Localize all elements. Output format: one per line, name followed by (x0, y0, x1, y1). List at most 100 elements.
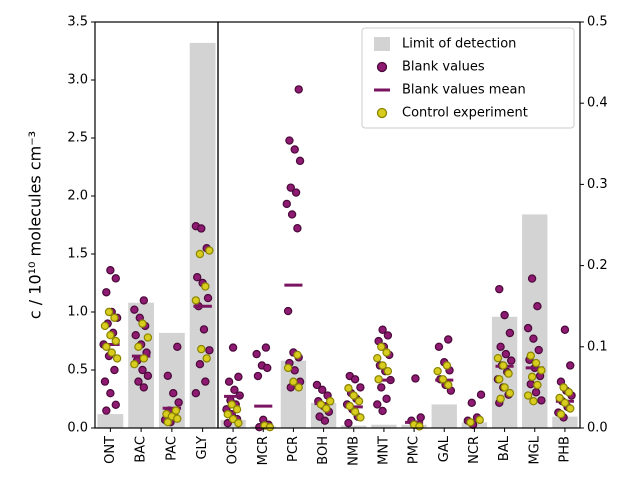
data-point (556, 409, 566, 419)
y-tick-label: 0.4 (587, 96, 608, 111)
data-point (294, 383, 303, 392)
data-point (523, 323, 533, 333)
data-point (495, 375, 504, 384)
data-point (537, 366, 546, 375)
data-point (527, 274, 537, 283)
lod-bar (189, 42, 216, 428)
data-point (507, 356, 516, 365)
data-point (138, 365, 147, 375)
y-tick-label: 0.3 (587, 177, 608, 192)
data-point (111, 400, 120, 409)
data-point (500, 383, 509, 392)
data-point (373, 353, 382, 363)
data-point (377, 342, 386, 351)
data-point (106, 266, 115, 275)
data-point (378, 361, 387, 370)
data-point (143, 333, 153, 342)
data-point (566, 361, 575, 370)
data-point (295, 156, 305, 166)
data-point (100, 321, 110, 331)
data-point (282, 199, 291, 209)
data-point (193, 273, 202, 282)
data-point (139, 383, 149, 392)
legend-label: Blank values (402, 60, 485, 75)
data-point (345, 401, 354, 411)
data-point (106, 389, 115, 398)
data-point (496, 394, 505, 403)
y-tick-label: 1.0 (67, 305, 88, 320)
legend-label: Limit of detection (402, 37, 516, 52)
data-point (139, 296, 149, 305)
lod-bar (552, 416, 578, 428)
data-point (110, 313, 119, 322)
x-tick-label: BOH (316, 436, 331, 465)
x-tick-label: PCR (286, 436, 301, 462)
data-point (559, 383, 568, 392)
data-point (356, 413, 365, 422)
data-point (203, 293, 213, 303)
data-point (475, 415, 484, 425)
data-point (265, 422, 275, 432)
data-point (312, 380, 322, 390)
data-point (201, 377, 210, 386)
data-point (199, 325, 209, 334)
data-point (344, 418, 353, 428)
data-point (529, 334, 538, 343)
data-point (564, 388, 574, 397)
data-point (505, 388, 515, 398)
data-point (444, 335, 453, 344)
data-point (434, 342, 444, 351)
y-tick-label: 2.5 (67, 131, 88, 146)
data-point (383, 331, 393, 340)
data-point (293, 350, 302, 360)
y-axis-label: c / 10¹⁰ molecules cm⁻³ (26, 131, 45, 319)
data-point (234, 418, 243, 428)
data-point (171, 406, 181, 415)
data-point (205, 346, 214, 355)
data-point (234, 372, 243, 382)
data-point (523, 391, 533, 400)
data-point (496, 342, 505, 351)
data-point (326, 397, 335, 406)
data-point (130, 360, 139, 369)
data-point (223, 409, 232, 419)
data-point (104, 307, 114, 317)
data-point (566, 404, 575, 413)
data-point (501, 349, 511, 359)
data-point (232, 405, 242, 414)
y-tick-label: 2.0 (67, 189, 88, 204)
data-point (476, 390, 486, 399)
data-point (377, 383, 386, 392)
lod-bar (97, 414, 124, 428)
data-point (350, 407, 360, 416)
x-tick-label: MNT (376, 436, 391, 465)
x-tick-label: GLY (195, 436, 210, 460)
data-point (202, 354, 211, 363)
lod-bar (220, 419, 246, 428)
data-point (416, 413, 425, 422)
data-point (526, 351, 535, 360)
y-tick-label: 1.5 (67, 247, 88, 262)
data-point (112, 354, 122, 363)
y-tick-label: 0.5 (587, 15, 608, 30)
data-point (356, 383, 365, 392)
data-point (285, 136, 294, 145)
data-point (110, 365, 119, 375)
data-point (227, 400, 236, 409)
y-tick-label: 0.5 (67, 363, 88, 378)
data-point (382, 394, 391, 403)
data-point (289, 377, 298, 386)
data-point (294, 85, 303, 94)
data-point (283, 306, 293, 316)
data-point (350, 375, 360, 384)
data-point (415, 422, 424, 431)
data-point (291, 188, 301, 197)
data-point (191, 389, 201, 398)
data-point (411, 374, 420, 383)
data-point (230, 385, 239, 395)
data-point (228, 343, 238, 352)
x-tick-label: OCR (226, 436, 241, 464)
data-point (493, 353, 503, 363)
data-point (531, 358, 541, 368)
x-tick-label: PAC (164, 436, 179, 461)
